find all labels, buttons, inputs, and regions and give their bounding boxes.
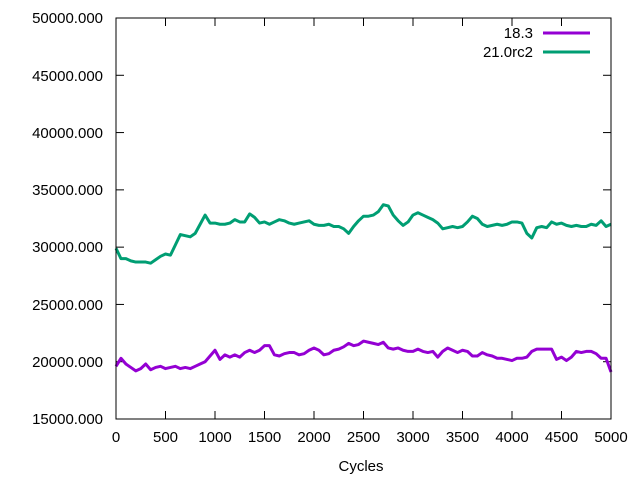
series-lines bbox=[114, 203, 613, 373]
plot-border bbox=[115, 17, 612, 420]
x-tick-label: 4000 bbox=[495, 429, 528, 446]
x-tick-label: 3000 bbox=[396, 429, 429, 446]
series-line-21-0rc2 bbox=[114, 203, 612, 265]
x-tick-label: 500 bbox=[153, 429, 178, 446]
x-tick-label: 1500 bbox=[248, 429, 281, 446]
x-tick-label: 0 bbox=[112, 429, 120, 446]
y-tick-label: 45000.000 bbox=[32, 68, 103, 85]
x-tick-label: 5000 bbox=[594, 429, 627, 446]
x-tick-label: 4500 bbox=[545, 429, 578, 446]
y-tick-label: 30000.000 bbox=[32, 239, 103, 256]
x-tick-label: 3500 bbox=[446, 429, 479, 446]
legend: 18.3 21.0rc2 bbox=[483, 25, 590, 61]
y-tick-label: 40000.000 bbox=[32, 125, 103, 142]
axis-ticks bbox=[115, 17, 612, 420]
y-tick-label: 15000.000 bbox=[32, 411, 103, 428]
x-tick-label: 2500 bbox=[347, 429, 380, 446]
y-tick-label: 25000.000 bbox=[32, 297, 103, 314]
x-tick-label: 2000 bbox=[297, 429, 330, 446]
series-line-18-3 bbox=[114, 339, 613, 373]
y-axis-tick-labels: 15000.000 20000.000 25000.000 30000.000 … bbox=[32, 10, 103, 428]
legend-label-21-0rc2: 21.0rc2 bbox=[483, 44, 533, 61]
y-tick-label: 20000.000 bbox=[32, 354, 103, 371]
x-axis-label: Cycles bbox=[338, 458, 383, 475]
y-tick-label: 50000.000 bbox=[32, 10, 103, 27]
y-tick-label: 35000.000 bbox=[32, 182, 103, 199]
x-tick-label: 1000 bbox=[198, 429, 231, 446]
legend-label-18-3: 18.3 bbox=[504, 25, 533, 42]
x-axis-tick-labels: 0 500 1000 1500 2000 2500 3000 3500 4000… bbox=[112, 429, 628, 446]
